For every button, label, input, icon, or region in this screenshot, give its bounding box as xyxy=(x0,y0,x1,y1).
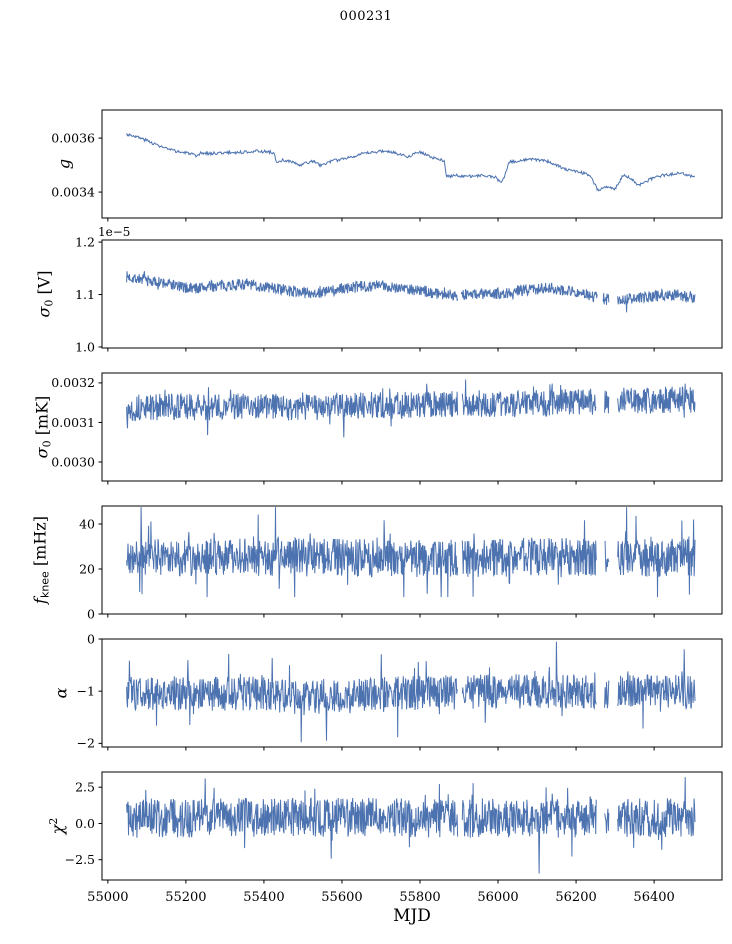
y-tick-label-alpha: −1 xyxy=(77,683,95,698)
y-tick-label-alpha: 0 xyxy=(87,631,95,646)
x-tick-label: 55200 xyxy=(165,890,206,905)
y-axis-label-part: g xyxy=(54,158,74,170)
y-axis-label-part: α xyxy=(51,687,71,699)
series-line-sigma0-v xyxy=(126,271,696,313)
y-tick-label-sigma0-v: 1.1 xyxy=(75,287,95,302)
y-axis-label-part: σ xyxy=(32,447,52,459)
y-axis-label-part: χ xyxy=(48,824,67,835)
y-axis-offset-text: 1e−5 xyxy=(98,225,130,239)
y-tick-label-fknee: 0 xyxy=(87,606,95,621)
x-tick-label: 55400 xyxy=(243,890,284,905)
y-axis-label-part: 0 xyxy=(42,299,56,307)
y-axis-label-sigma0-mk: σ0 [mK] xyxy=(33,396,54,459)
series-line-g xyxy=(126,132,696,192)
x-axis-label: MJD xyxy=(393,906,431,926)
y-tick-label-g: 0.0036 xyxy=(51,130,95,145)
x-tick-label: 56000 xyxy=(477,890,518,905)
panel-border-g xyxy=(101,109,723,219)
panel-border-chi2 xyxy=(101,771,723,881)
y-axis-label-part: f xyxy=(30,598,50,604)
y-axis-label-g: g xyxy=(55,159,74,169)
x-tick-label: 55000 xyxy=(87,890,128,905)
panel-border-sigma0-v xyxy=(101,239,723,349)
y-tick-label-alpha: −2 xyxy=(77,736,95,751)
y-axis-label-alpha: α xyxy=(52,688,71,699)
y-axis-label-part: σ xyxy=(34,306,54,318)
y-tick-label-fknee: 40 xyxy=(79,516,95,531)
y-axis-label-fknee: fknee [mHz] xyxy=(31,516,52,604)
y-tick-label-sigma0-v: 1.0 xyxy=(75,339,95,354)
x-tick-label: 56200 xyxy=(555,890,596,905)
x-tick-label: 55800 xyxy=(399,890,440,905)
y-axis-label-part: 2 xyxy=(47,817,60,825)
panel-border-sigma0-mk xyxy=(101,372,723,482)
y-tick-label-sigma0-v: 1.2 xyxy=(75,234,95,249)
y-axis-label-sigma0-v: σ0 [V] xyxy=(35,270,56,317)
y-axis-label-chi2: χ2 xyxy=(47,818,67,835)
x-tick-label: 56400 xyxy=(633,890,674,905)
y-tick-label-chi2: 2.5 xyxy=(75,780,95,795)
series-line-alpha xyxy=(126,641,696,743)
y-tick-label-g: 0.0034 xyxy=(51,184,95,199)
y-axis-label-part: [mHz] xyxy=(30,516,50,572)
x-tick-label: 55600 xyxy=(321,890,362,905)
y-tick-label-chi2: −2.5 xyxy=(65,852,95,867)
panel-border-alpha xyxy=(101,638,723,748)
y-tick-label-chi2: 0.0 xyxy=(75,816,95,831)
series-line-fknee xyxy=(126,507,696,598)
figure-title: 000231 xyxy=(339,9,393,24)
y-tick-label-sigma0-mk: 0.0032 xyxy=(51,375,95,390)
series-line-sigma0-mk xyxy=(126,379,696,438)
y-tick-label-sigma0-mk: 0.0031 xyxy=(51,415,95,430)
y-axis-label-part: [V] xyxy=(34,270,54,300)
y-tick-label-fknee: 20 xyxy=(79,561,95,576)
y-tick-label-sigma0-mk: 0.0030 xyxy=(51,454,95,469)
series-line-chi2 xyxy=(126,777,696,874)
y-axis-label-part: [mK] xyxy=(32,395,52,441)
y-axis-label-part: knee xyxy=(38,571,52,599)
panel-border-fknee xyxy=(101,505,723,615)
y-axis-label-part: 0 xyxy=(40,440,54,448)
